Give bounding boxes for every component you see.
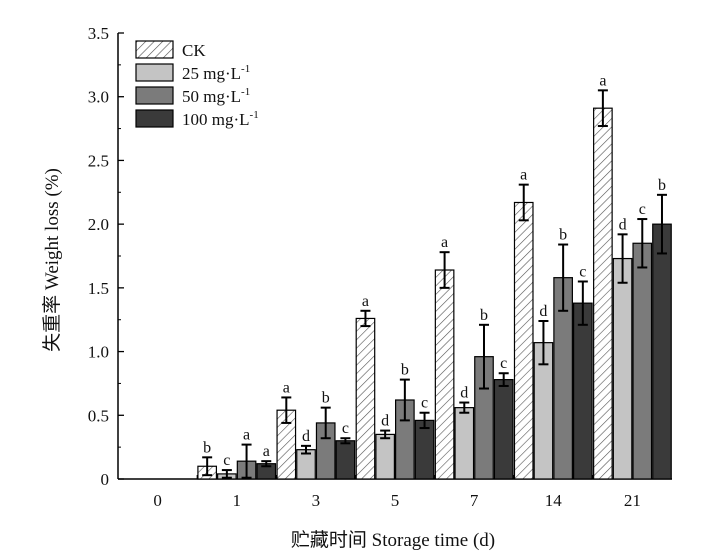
significance-letter: a — [441, 234, 448, 251]
significance-letter: d — [460, 385, 468, 402]
significance-letter: b — [401, 362, 409, 379]
x-tick-label: 0 — [153, 491, 162, 510]
y-axis-title: 失重率 Weight loss (%) — [41, 168, 63, 352]
legend-label: 25 mg·L-1 — [182, 63, 250, 83]
significance-letter: c — [223, 452, 230, 469]
significance-letter: c — [579, 263, 586, 280]
bar — [434, 269, 455, 480]
significance-letter: a — [520, 167, 527, 184]
significance-letter: c — [639, 201, 646, 218]
significance-letter: b — [203, 439, 211, 456]
bar — [375, 433, 395, 480]
legend-label-superscript: -1 — [241, 63, 250, 75]
y-tick-label: 1.0 — [88, 343, 109, 362]
significance-letter: b — [559, 227, 567, 244]
y-tick-label: 2.5 — [88, 151, 109, 170]
bar — [612, 257, 633, 480]
bar — [335, 440, 356, 480]
legend-label-superscript: -1 — [241, 86, 250, 98]
x-tick-label: 14 — [545, 491, 563, 510]
legend-label: 100 mg·L-1 — [182, 109, 259, 129]
significance-letter: c — [421, 395, 428, 412]
bar — [414, 419, 435, 480]
significance-letter: c — [342, 420, 349, 437]
bar — [513, 201, 534, 480]
significance-letter: a — [362, 293, 369, 310]
bar — [572, 302, 593, 480]
bar — [454, 407, 475, 480]
bar — [652, 223, 672, 480]
significance-letter: d — [381, 413, 389, 430]
y-tick-label: 0 — [101, 470, 110, 489]
significance-letter: d — [619, 216, 627, 233]
bar — [355, 317, 376, 480]
legend-swatch — [135, 63, 174, 82]
significance-letter: a — [243, 427, 250, 444]
significance-letter: a — [599, 72, 606, 89]
y-tick-label: 3.5 — [88, 24, 109, 43]
legend: CK 25 mg·L-1 50 mg·L-1 100 mg·L-1 — [135, 40, 259, 129]
bar — [493, 379, 514, 480]
x-axis-title: 贮藏时间 Storage time (d) — [291, 529, 495, 551]
legend-label: CK — [182, 41, 206, 60]
significance-letter: c — [500, 355, 507, 372]
y-tick-label: 3.0 — [88, 88, 109, 107]
significance-letter: d — [302, 428, 310, 445]
x-tick-label: 21 — [624, 491, 641, 510]
legend-swatch — [135, 40, 174, 59]
significance-letter: b — [322, 390, 330, 407]
significance-letter: a — [283, 379, 290, 396]
y-tick-label: 1.5 — [88, 279, 109, 298]
significance-letter: b — [480, 307, 488, 324]
x-tick-label: 5 — [391, 491, 400, 510]
x-tick-label: 3 — [312, 491, 321, 510]
significance-letter: a — [263, 443, 270, 460]
bar — [632, 242, 653, 480]
y-tick-label: 0.5 — [88, 406, 109, 425]
legend-label: 50 mg·L-1 — [182, 86, 250, 106]
legend-swatch — [135, 109, 174, 128]
bar — [593, 107, 613, 480]
legend-swatch — [135, 86, 174, 105]
x-tick-label: 7 — [470, 491, 479, 510]
x-tick-label: 1 — [232, 491, 241, 510]
axes-layer: 0 0.5 1.0 1.5 2.0 2.5 3.0 3.5 0 1 3 5 7 14 21 — [88, 24, 672, 510]
significance-letter: b — [658, 177, 666, 194]
y-tick-label: 2.0 — [88, 215, 109, 234]
legend-label-superscript: -1 — [250, 109, 259, 121]
significance-letter: d — [539, 303, 547, 320]
